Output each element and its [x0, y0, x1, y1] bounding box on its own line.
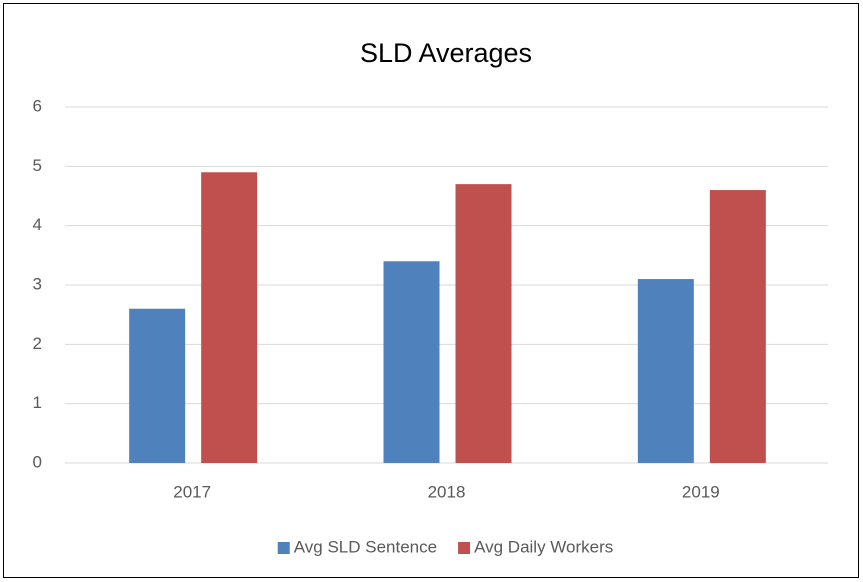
- legend-swatch: [277, 542, 290, 554]
- y-tick-label: 3: [33, 274, 42, 293]
- bar: [383, 261, 440, 463]
- y-tick-label: 0: [33, 452, 42, 471]
- bar: [455, 184, 512, 463]
- y-tick-label: 5: [33, 156, 42, 175]
- y-tick-label: 2: [33, 334, 42, 353]
- bar: [129, 308, 186, 463]
- bar: [637, 279, 694, 463]
- x-tick-label: 2019: [682, 482, 720, 501]
- y-tick-label: 6: [33, 96, 42, 115]
- x-tick-label: 2017: [173, 482, 211, 501]
- x-tick-label: 2018: [428, 482, 466, 501]
- chart-title: SLD Averages: [360, 38, 532, 68]
- legend-label: Avg Daily Workers: [474, 537, 613, 556]
- bar: [201, 172, 258, 463]
- y-tick-label: 1: [33, 393, 42, 412]
- legend-swatch: [458, 542, 471, 554]
- y-tick-label: 4: [33, 215, 42, 234]
- legend-label: Avg SLD Sentence: [294, 537, 437, 556]
- bar: [709, 190, 766, 464]
